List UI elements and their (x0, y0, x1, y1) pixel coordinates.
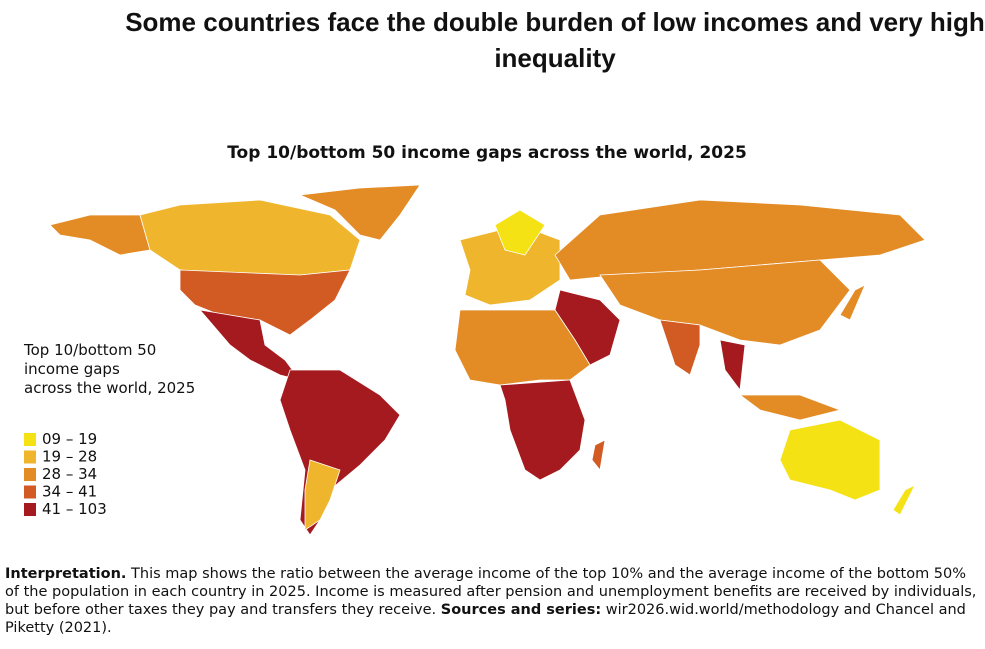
region (779, 419, 881, 501)
region (499, 379, 586, 481)
region (139, 199, 361, 276)
note: Interpretation. This map shows the ratio… (5, 565, 980, 637)
region (179, 269, 351, 336)
legend-label: 41 – 103 (42, 500, 107, 518)
legend-title: across the world, 2025 (24, 379, 195, 397)
legend-label: 34 – 41 (42, 483, 97, 501)
legend-label: 28 – 34 (42, 465, 97, 483)
legend-swatch (24, 468, 36, 481)
region (839, 284, 866, 321)
region (599, 259, 851, 346)
region (304, 459, 341, 531)
legend-swatch (24, 433, 36, 446)
legend-label: 19 – 28 (42, 448, 97, 466)
legend-swatch (24, 485, 36, 499)
region (454, 309, 591, 386)
map: Top 10/bottom 50 income gaps across the … (23, 143, 926, 536)
note-text: wir2026.wid.world/methodology and Chance… (5, 602, 966, 636)
map-title: Top 10/bottom 50 income gaps across the … (227, 143, 747, 163)
region (494, 209, 546, 256)
legend-swatch (24, 450, 36, 464)
note-text: This map shows the ratio between the ave… (5, 566, 977, 618)
legend-title: income gaps (24, 360, 120, 378)
region (738, 394, 842, 421)
region (279, 369, 401, 536)
region (591, 439, 606, 471)
legend-swatch (24, 503, 36, 516)
region (892, 484, 916, 516)
main-title: Some countries face the double burden of… (125, 7, 985, 73)
note-label: Sources and series: (440, 602, 602, 618)
legend-title: Top 10/bottom 50 (23, 341, 156, 359)
region (298, 184, 421, 241)
legend-label: 09 – 19 (42, 430, 97, 448)
world-map (49, 184, 926, 536)
note-label: Interpretation. (5, 566, 127, 582)
region (49, 214, 151, 256)
region (659, 319, 701, 376)
region (719, 339, 746, 392)
